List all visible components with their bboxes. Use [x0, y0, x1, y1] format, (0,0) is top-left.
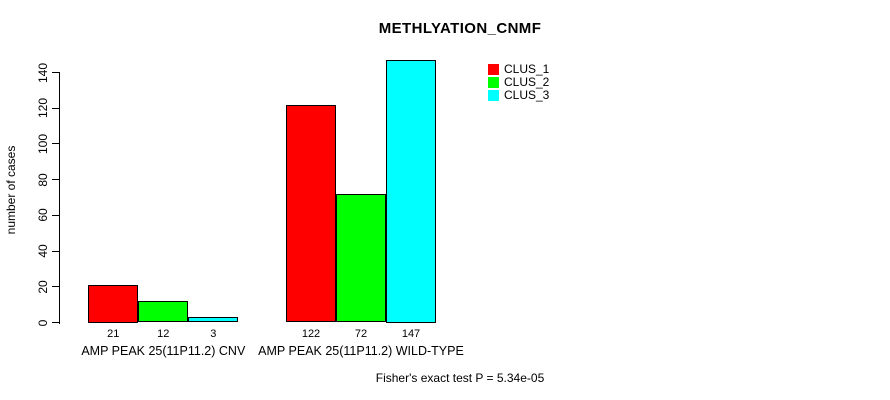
x-category-label: AMP PEAK 25(11P11.2) CNV: [81, 344, 246, 358]
y-axis-tick: [52, 107, 60, 109]
y-axis-tick: [52, 250, 60, 252]
y-axis-tick-label: 80: [36, 172, 50, 187]
bar-clus_3-group2: [386, 60, 436, 323]
y-axis-tick-label: 120: [36, 98, 50, 119]
legend-item-label: CLUS_3: [504, 88, 550, 102]
bar-clus_2-group2: [336, 193, 386, 323]
legend-swatch-clus_2: [488, 77, 499, 88]
bar-value-label: 147: [401, 327, 421, 340]
bar-value-label: 21: [107, 327, 120, 340]
chart-title: METHLYATION_CNMF: [378, 20, 542, 37]
legend-item-clus_1: CLUS_1: [488, 63, 549, 76]
bar-clus_3-group1: [188, 317, 239, 323]
y-axis-tick: [52, 179, 60, 181]
bar-value-label: 122: [301, 327, 321, 340]
bar-value-label: 3: [210, 327, 217, 340]
y-axis-line: [59, 72, 60, 324]
y-axis-tick: [52, 143, 60, 145]
legend-item-label: CLUS_2: [504, 75, 550, 89]
bar-clus_1-group1: [88, 285, 139, 323]
y-axis-tick-label: 40: [36, 244, 50, 258]
legend-swatch-clus_3: [488, 90, 499, 101]
y-axis-tick-label: 20: [36, 280, 50, 294]
legend-item-clus_3: CLUS_3: [488, 89, 549, 102]
bar-value-label: 72: [354, 327, 368, 340]
legend-swatch-clus_1: [488, 64, 499, 75]
bar-value-label: 12: [157, 327, 170, 340]
y-axis-tick-label: 140: [36, 62, 50, 83]
y-axis-tick-label: 0: [36, 319, 50, 326]
bar-clus_1-group2: [286, 104, 336, 323]
legend-item-clus_2: CLUS_2: [488, 76, 549, 89]
legend: CLUS_1 CLUS_2 CLUS_3: [488, 63, 549, 102]
y-axis-tick: [52, 72, 60, 73]
y-axis-tick-label: 60: [36, 208, 50, 223]
x-category-label: AMP PEAK 25(11P11.2) WILD-TYPE: [258, 344, 464, 358]
y-axis-tick: [52, 322, 60, 323]
y-axis-tick: [52, 214, 60, 216]
legend-item-label: CLUS_1: [504, 62, 550, 76]
bar-clus_2-group1: [138, 301, 189, 323]
y-axis-tick-label: 100: [36, 133, 50, 154]
fisher-test-annotation: Fisher's exact test P = 5.34e-05: [375, 371, 545, 385]
y-axis-tick: [52, 286, 60, 288]
